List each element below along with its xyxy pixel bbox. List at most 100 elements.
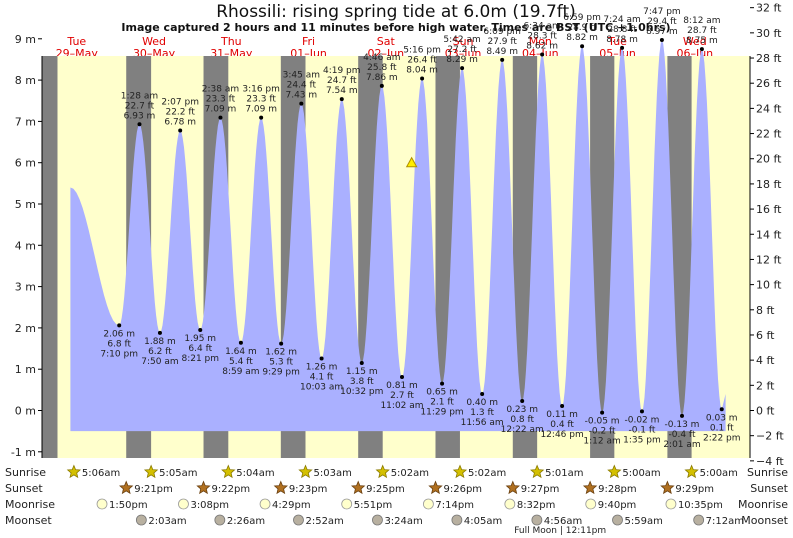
moonset-time: 7:12am — [706, 516, 744, 527]
low-tide-feet: 0.1 ft — [710, 423, 734, 433]
low-tide-metres: 0.81 m — [386, 381, 418, 391]
high-tide-metres: 8.78 m — [606, 35, 638, 45]
high-tide-time: 5:16 pm — [403, 45, 441, 55]
right-tick-label: 6 ft — [756, 329, 775, 342]
sunrise-time: 5:05am — [159, 468, 197, 479]
sunrise-time: 5:02am — [468, 468, 506, 479]
high-tide-time: 6:09 pm — [483, 27, 521, 37]
sunset-icon — [660, 480, 675, 495]
right-tick-label: −2 ft — [756, 430, 784, 443]
left-tick-label: 7 m — [15, 115, 36, 128]
high-tide-time: 2:07 pm — [161, 97, 199, 107]
left-tick-label: -1 m — [11, 446, 36, 459]
low-tide-point — [560, 403, 565, 408]
low-tide-metres: -0.02 m — [624, 415, 659, 425]
full-moon-note: Full Moon | 12:11pm — [514, 526, 606, 536]
high-tide-feet: 27.2 ft — [447, 45, 477, 55]
low-tide-feet: 2.1 ft — [430, 398, 454, 408]
right-tick-label: 18 ft — [756, 178, 782, 191]
right-tick-label: 24 ft — [756, 102, 782, 115]
high-tide-time: 4:46 am — [363, 53, 400, 63]
high-tide-feet: 26.4 ft — [407, 55, 437, 65]
moonset-time: 4:05am — [464, 516, 502, 527]
astro-row-label-right: Moonset — [741, 514, 788, 527]
moonrise-icon — [178, 498, 189, 510]
sunset-time: 9:27pm — [521, 484, 560, 495]
moonset-time: 2:03am — [148, 516, 186, 527]
right-tick-label: 0 ft — [756, 405, 775, 418]
low-tide-time: 11:02 am — [380, 401, 423, 411]
low-tide-feet: 2.7 ft — [390, 391, 414, 401]
chart-title: Rhossili: rising spring tide at 6.0m (19… — [216, 2, 576, 22]
sunrise-icon — [66, 464, 82, 479]
low-tide-point — [117, 323, 122, 328]
sunset-icon — [428, 480, 443, 495]
sunrise-icon — [143, 464, 159, 479]
low-tide-metres: 0.03 m — [706, 413, 738, 423]
low-tide-metres: 1.15 m — [346, 367, 378, 377]
right-tick-label: 4 ft — [756, 354, 775, 367]
astro-row-label-left: Sunset — [5, 482, 43, 495]
low-tide-point — [639, 409, 644, 414]
high-tide-metres: 6.78 m — [164, 117, 196, 127]
high-tide-feet: 23.3 ft — [246, 95, 276, 105]
high-tide-feet: 24.4 ft — [287, 81, 317, 91]
moonset-icon — [693, 514, 705, 526]
high-tide-time: 3:45 am — [283, 71, 320, 81]
high-tide-point — [379, 83, 384, 88]
moonset-time: 4:56am — [544, 516, 582, 527]
right-tick-label: 12 ft — [756, 253, 782, 266]
low-tide-time: 8:21 pm — [181, 354, 219, 364]
sunrise-time: 5:01am — [545, 468, 583, 479]
high-tide-metres: 8.04 m — [406, 65, 438, 75]
moonset-time: 2:52am — [305, 516, 343, 527]
chart-subtitle: Image captured 2 hours and 11 minutes be… — [121, 21, 670, 34]
moonset-icon — [293, 514, 304, 526]
right-tick-label: 8 ft — [756, 304, 775, 317]
low-tide-point — [400, 375, 405, 380]
moonrise-icon — [341, 498, 353, 510]
moonrise-time: 3:08pm — [190, 500, 229, 511]
high-tide-time: 8:12 am — [683, 16, 720, 26]
high-tide-metres: 7.54 m — [326, 86, 358, 96]
moonrise-icon — [259, 498, 271, 510]
high-tide-time: 2:38 am — [202, 85, 239, 95]
high-tide-metres: 8.82 m — [566, 33, 598, 43]
sunrise-icon — [375, 464, 390, 479]
high-tide-feet: 28.9 ft — [567, 23, 597, 33]
astro-row-label-right: Moonrise — [738, 498, 788, 511]
moonrise-icon — [504, 498, 516, 510]
high-tide-feet: 25.8 ft — [367, 63, 397, 73]
low-tide-feet: -0.4 ft — [669, 430, 696, 440]
high-tide-time: 7:24 am — [603, 15, 640, 25]
moonset-icon — [451, 514, 463, 526]
high-tide-time: 3:16 pm — [242, 85, 280, 95]
high-tide-time: 5:42 am — [443, 35, 480, 45]
high-tide-metres: 8.62 m — [526, 41, 558, 51]
high-tide-metres: 8.97 m — [646, 27, 678, 37]
sunset-icon — [196, 480, 211, 495]
sunrise-time: 5:03am — [314, 468, 352, 479]
left-tick-label: 3 m — [15, 281, 36, 294]
high-tide-point — [540, 52, 545, 57]
axes: -1 m 0 m 1 m 2 m 3 m 4 m 5 m 6 m 7 m 8 m 9 m −4 ft −… — [11, 2, 785, 468]
low-tide-metres: 1.88 m — [144, 337, 176, 347]
low-tide-metres: 1.95 m — [184, 334, 216, 344]
moonrise-time: 9:40pm — [598, 500, 637, 511]
moonset-icon — [612, 514, 623, 526]
right-tick-label: 22 ft — [756, 128, 782, 141]
left-tick-label: 8 m — [15, 74, 36, 87]
high-tide-time: 1:28 am — [121, 91, 158, 101]
right-tick-label: 30 ft — [756, 27, 782, 40]
low-tide-metres: 0.40 m — [466, 398, 498, 408]
high-tide-feet: 29.4 ft — [647, 17, 677, 27]
low-tide-time: 12:22 am — [501, 425, 544, 435]
low-tide-point — [520, 399, 525, 404]
moonrise-time: 10:35pm — [678, 500, 723, 511]
high-tide-point — [259, 115, 264, 120]
sunrise-icon — [221, 464, 236, 479]
sunset-time: 9:22pm — [212, 484, 251, 495]
sunset-time: 9:25pm — [366, 484, 405, 495]
high-tide-point — [460, 66, 465, 71]
